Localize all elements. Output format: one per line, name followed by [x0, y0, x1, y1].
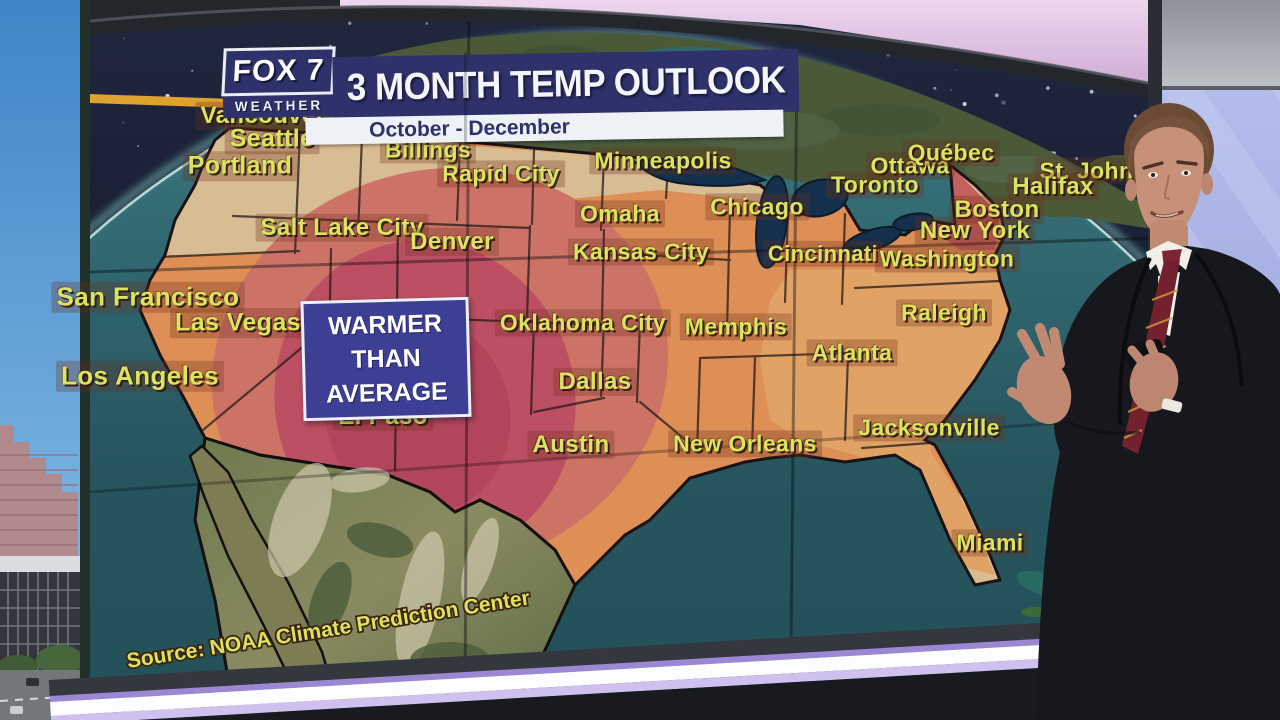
presenter-left-hand: [1007, 323, 1072, 425]
presenter-suit: [1036, 246, 1280, 720]
skyline-building-stepped: [0, 425, 78, 560]
floor-light-strip: [50, 627, 1280, 716]
floor-group: [48, 605, 1280, 720]
presenter-face: [1134, 120, 1204, 240]
great-lakes: [633, 157, 934, 269]
wall-top-bezel: [89, 0, 1160, 100]
presenter-right-hand: [1124, 339, 1183, 413]
studio-backdrop-skyline: [0, 0, 93, 720]
amber-stripe: [90, 93, 230, 108]
presenter-features: [1142, 160, 1198, 218]
wall-seam-over-banner: [464, 52, 467, 147]
